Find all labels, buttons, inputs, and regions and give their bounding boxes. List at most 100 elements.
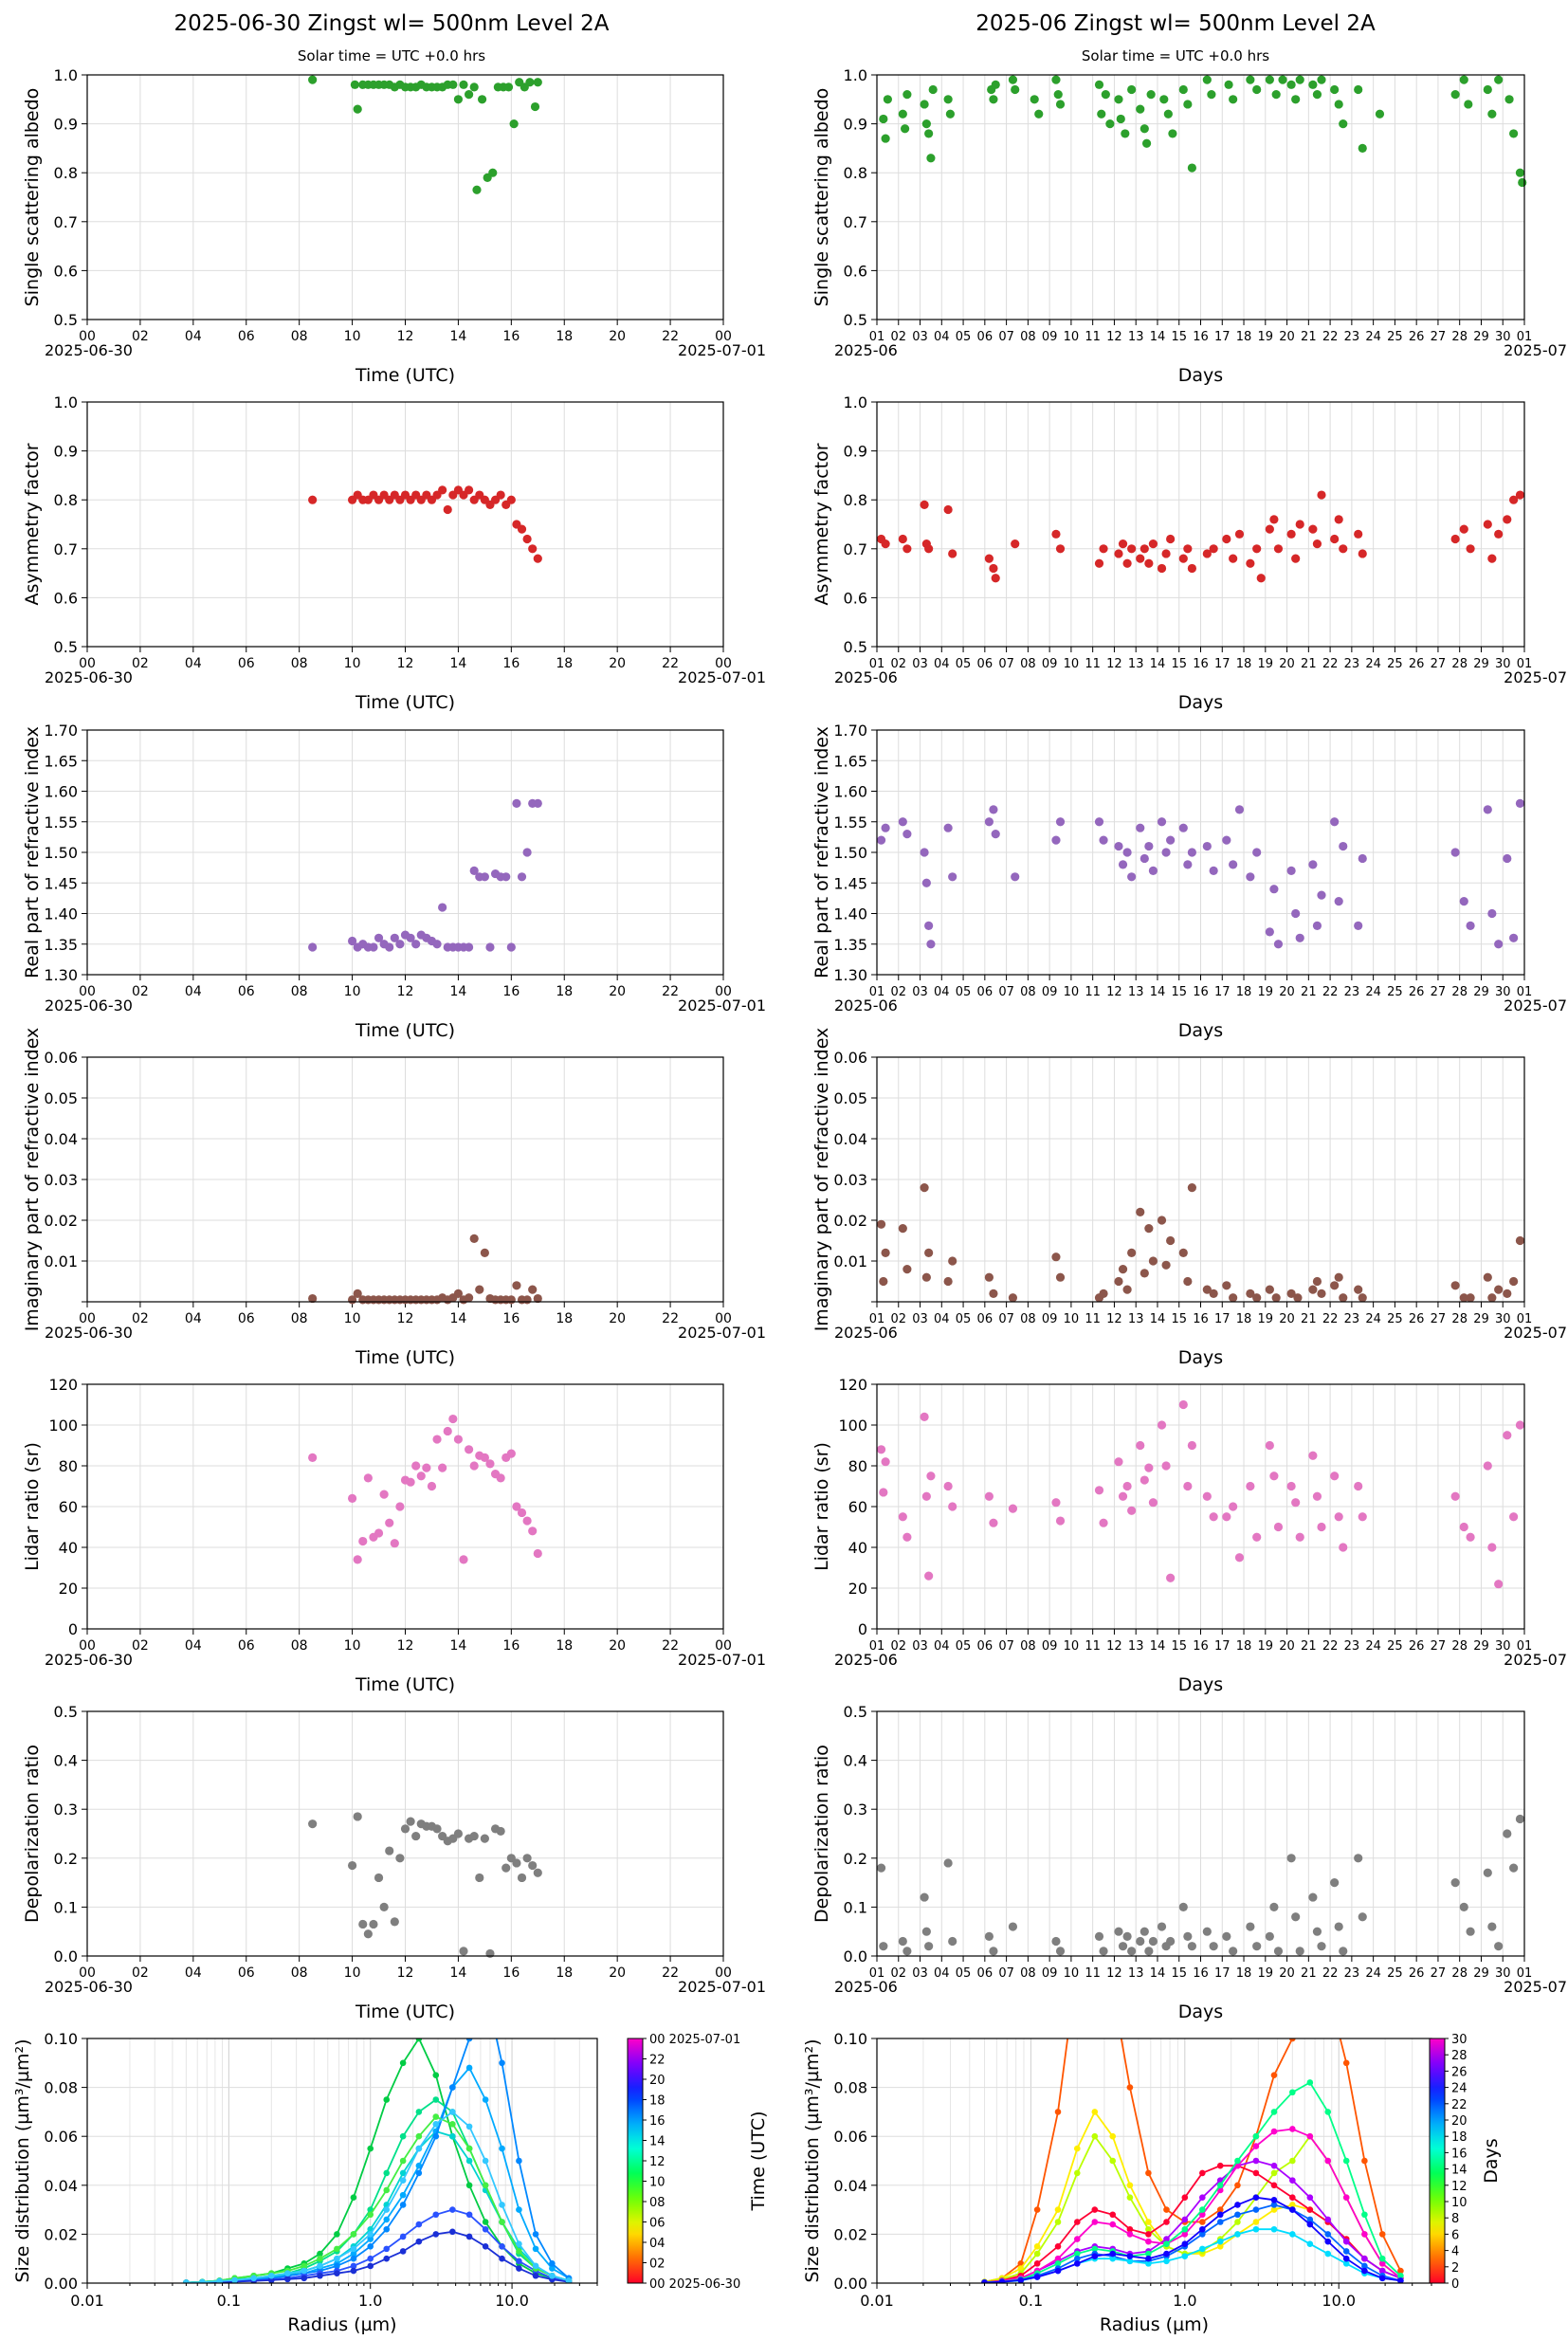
series-group [981, 1986, 1404, 2283]
x-tick-label: 23 [1344, 657, 1360, 671]
series-point [350, 2194, 357, 2201]
data-point [1273, 544, 1284, 554]
data-point [1148, 866, 1158, 875]
data-point [432, 1435, 442, 1444]
chart-5: 01 02 03 04 05 06 07 08 09 10 11 12 13 14 15 16 17 18 19 20… [811, 722, 1567, 1041]
data-point [472, 185, 482, 194]
series-point [350, 2245, 357, 2253]
data-point [353, 1812, 362, 1821]
y-tick-label: 0.5 [844, 638, 867, 656]
data-point [308, 75, 318, 84]
x-axis-label: Days [1178, 2002, 1223, 2022]
data-point [984, 1931, 994, 1941]
series-point [1324, 1986, 1331, 1993]
x-axis-label: Days [1178, 1020, 1223, 1041]
series-line [186, 2208, 570, 2283]
data-point [1183, 860, 1193, 869]
data-point [1148, 1936, 1158, 1947]
y-tick-label: 0.1 [844, 1898, 867, 1916]
y-tick-label: 0.03 [44, 1171, 78, 1189]
data-point [1136, 823, 1145, 832]
series-point [1234, 2202, 1241, 2208]
y-axis-label: Imaginary part of refractive index [22, 1028, 43, 1332]
x-end-date-label: 2025-07-01 [678, 1978, 766, 1996]
data-point [1252, 544, 1262, 554]
data-point [948, 1256, 957, 1266]
series-point [317, 2272, 323, 2279]
x-tick-label: 18 [1236, 1639, 1252, 1654]
x-tick-label: 16 [1193, 657, 1209, 671]
x-tick-label: 14 [450, 329, 467, 344]
series-point [399, 2202, 407, 2208]
x-tick-label: 06 [977, 1312, 994, 1326]
series-point [1033, 2250, 1041, 2258]
data-point [1459, 1293, 1468, 1303]
series-point [1252, 2225, 1260, 2233]
data-point [921, 119, 931, 129]
x-tick-label: 18 [1236, 330, 1252, 344]
x-tick-label: 11 [1085, 985, 1101, 999]
x-tick-label: 10 [344, 1638, 361, 1654]
chart-1: 01 02 03 04 05 06 07 08 09 10 11 12 13 14 15 16 17 18 19 20… [811, 66, 1567, 386]
y-tick-label: 0.3 [844, 1801, 867, 1819]
x-tick-label: 15 [1171, 1312, 1187, 1326]
x-tick-label: 16 [502, 329, 520, 344]
x-tick-label: 02 [132, 1638, 149, 1654]
y-axis-label: Asymmetry factor [22, 443, 43, 605]
data-point [1011, 84, 1020, 95]
x-tick-label: 14 [1150, 1312, 1166, 1326]
colorbar-tick-label: 8 [1451, 2212, 1459, 2226]
x-tick-label: 10 [344, 1965, 361, 1981]
data-point [353, 104, 362, 114]
data-point [1295, 1947, 1304, 1956]
x-tick-label: 16 [502, 1638, 520, 1654]
data-point [1308, 80, 1318, 89]
y-tick-label: 0.6 [844, 589, 867, 607]
x-axis-label: Days [1178, 1674, 1223, 1695]
series-point [301, 2275, 308, 2282]
data-point [920, 500, 929, 509]
data-point [485, 1948, 495, 1959]
series-point [1091, 2132, 1099, 2140]
y-tick-label: 0.9 [844, 116, 867, 134]
y-tick-label: 0.9 [844, 443, 867, 461]
data-point [1178, 823, 1188, 832]
data-point [1459, 1522, 1468, 1532]
series-point [334, 2255, 340, 2262]
colorbar-tick-label: 22 [1451, 2098, 1468, 2112]
series-point [415, 2145, 423, 2152]
series-point [1306, 2240, 1314, 2248]
series-point [1361, 2262, 1368, 2270]
x-tick-label: 01 [1517, 330, 1533, 344]
data-point [1055, 544, 1066, 554]
data-point [465, 1293, 474, 1303]
series-point [334, 2231, 340, 2238]
series-point [1216, 2206, 1224, 2213]
series-point [1324, 2238, 1332, 2245]
x-tick-label: 05 [956, 1312, 972, 1326]
x-tick-label: 02 [890, 1312, 906, 1326]
y-tick-label: 0.00 [833, 2275, 867, 2293]
x-tick-label: 08 [1020, 1966, 1036, 1981]
x-tick-label: 23 [1344, 1966, 1360, 1981]
series-point [1145, 2219, 1152, 2225]
axes-frame [876, 74, 1525, 320]
data-point [1515, 168, 1525, 177]
data-point [1330, 1472, 1340, 1481]
series-line [186, 2115, 570, 2283]
series-point [1270, 2225, 1278, 2233]
series-line [984, 2160, 1401, 2283]
x-tick-label: 26 [1409, 1639, 1425, 1654]
y-tick-label: 0.06 [44, 1049, 78, 1067]
series-point [465, 2064, 473, 2072]
data-point [1515, 1814, 1525, 1824]
x-tick-label: 09 [1042, 330, 1058, 344]
data-point [989, 1518, 998, 1527]
x-tick-label: 06 [238, 656, 255, 671]
data-point [1229, 1502, 1238, 1511]
x-tick-label: 05 [956, 1639, 972, 1654]
data-point [1094, 817, 1104, 827]
x-tick-label: 00 [715, 1311, 732, 1326]
data-point [1114, 549, 1123, 558]
x-tick-label: 28 [1451, 985, 1468, 999]
